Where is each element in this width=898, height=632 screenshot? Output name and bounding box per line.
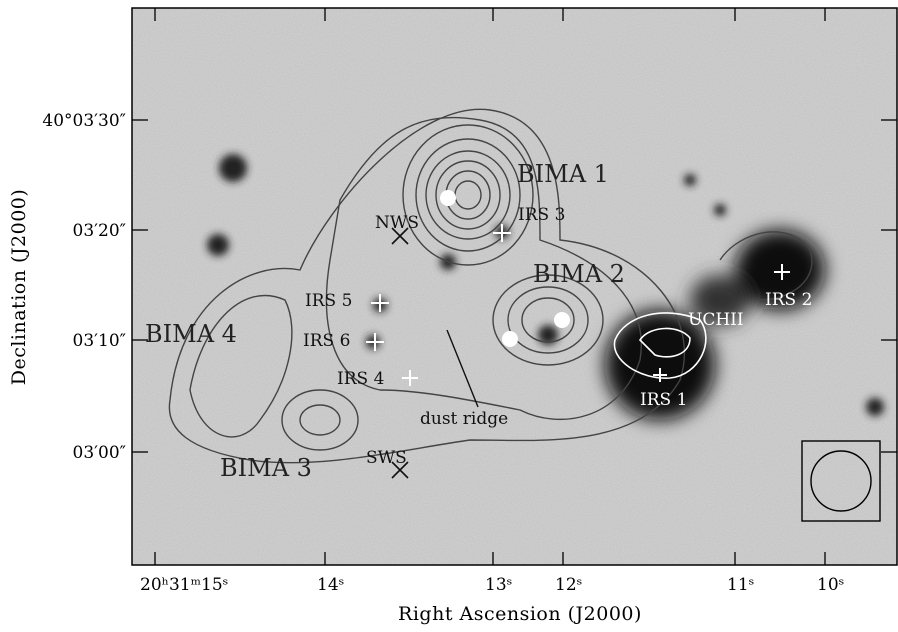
annotation: IRS 2 (765, 290, 812, 310)
x-tick-label: 11ˢ (727, 575, 754, 595)
x-tick-label: 12ˢ (555, 575, 582, 595)
annotation: UCHII (688, 310, 744, 330)
annotation: dust ridge (420, 409, 508, 429)
annotation: IRS 1 (640, 390, 687, 410)
x-axis-label: Right Ascension (J2000) (398, 603, 642, 625)
annotation: IRS 4 (337, 369, 384, 389)
contours (168, 108, 813, 464)
annotation: NWS (375, 213, 419, 233)
annotation: BIMA 2 (533, 260, 625, 288)
y-tick-label: 40°03′30″ (42, 111, 126, 131)
y-tick-label: 03′00″ (73, 443, 126, 463)
y-axis-label: Declination (J2000) (8, 189, 30, 386)
annotation: SWS (366, 448, 407, 468)
x-tick-label: 14ˢ (317, 575, 344, 595)
x-tick-label: 10ˢ (817, 575, 844, 595)
annotation: BIMA 3 (220, 454, 312, 482)
annotation: IRS 3 (518, 205, 565, 225)
annotation: BIMA 1 (517, 160, 609, 188)
annotation: BIMA 4 (145, 320, 237, 348)
x-tick-label: 13ˢ (485, 575, 512, 595)
y-tick-label: 03′10″ (73, 331, 126, 351)
image (132, 8, 897, 565)
annotation: IRS 6 (303, 331, 350, 351)
x-tick-label: 20ʰ31ᵐ15ˢ (140, 575, 228, 595)
y-tick-label: 03′20″ (73, 221, 126, 241)
annotation: IRS 5 (305, 291, 352, 311)
